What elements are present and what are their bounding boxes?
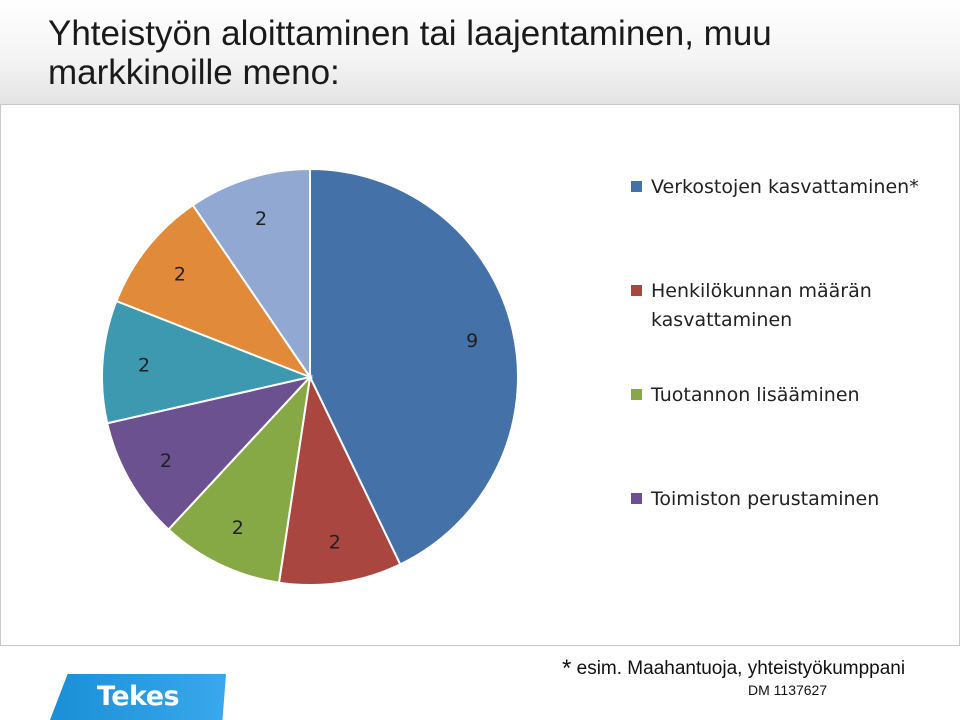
pie-chart: 9 2 2 2 2 2 2 Verkostojen kasvattaminen* Henki… (0, 104, 960, 646)
legend-label: Verkostojen kasvattaminen* (651, 176, 919, 198)
legend-label: Toimiston perustaminen (651, 488, 880, 510)
legend-swatch (631, 493, 642, 504)
slice-data-label: 2 (255, 208, 267, 230)
slide-title: Yhteistyön aloittaminen tai laajentamine… (48, 14, 772, 92)
pie-slice (101, 299, 314, 425)
pie-slice (277, 373, 402, 586)
slice-data-label: 2 (329, 532, 341, 554)
pie-slice (167, 373, 312, 584)
slice-data-label: 2 (232, 517, 244, 539)
pie-slice (309, 167, 519, 566)
document-number: DM 1137627 (748, 682, 828, 698)
legend-swatch (631, 285, 642, 296)
legend-swatch (631, 181, 642, 192)
pie-slice (106, 375, 313, 531)
slice-data-label: 9 (466, 330, 478, 352)
pie-chart-plot: 9 2 2 2 2 2 2 (101, 167, 519, 586)
slice-data-label: 2 (160, 450, 172, 472)
legend-label: Henkilökunnan määrän kasvattaminen (651, 280, 872, 331)
legend-label: Tuotannon lisääminen (651, 384, 860, 406)
pie-slice (115, 203, 313, 380)
footnote-star: * (562, 655, 572, 682)
title-band (0, 0, 960, 108)
pie-slice (191, 167, 311, 381)
legend-swatch (631, 389, 642, 400)
slice-data-label: 2 (174, 263, 186, 285)
tekes-logo: Tekes (50, 674, 226, 720)
logo-text: Tekes (96, 681, 180, 712)
footnote-text: esim. Maahantuoja, yhteistyökumppani (576, 658, 906, 679)
slice-data-label: 2 (138, 355, 150, 377)
footnote: * esim. Maahantuoja, yhteistyökumppani (562, 653, 906, 682)
